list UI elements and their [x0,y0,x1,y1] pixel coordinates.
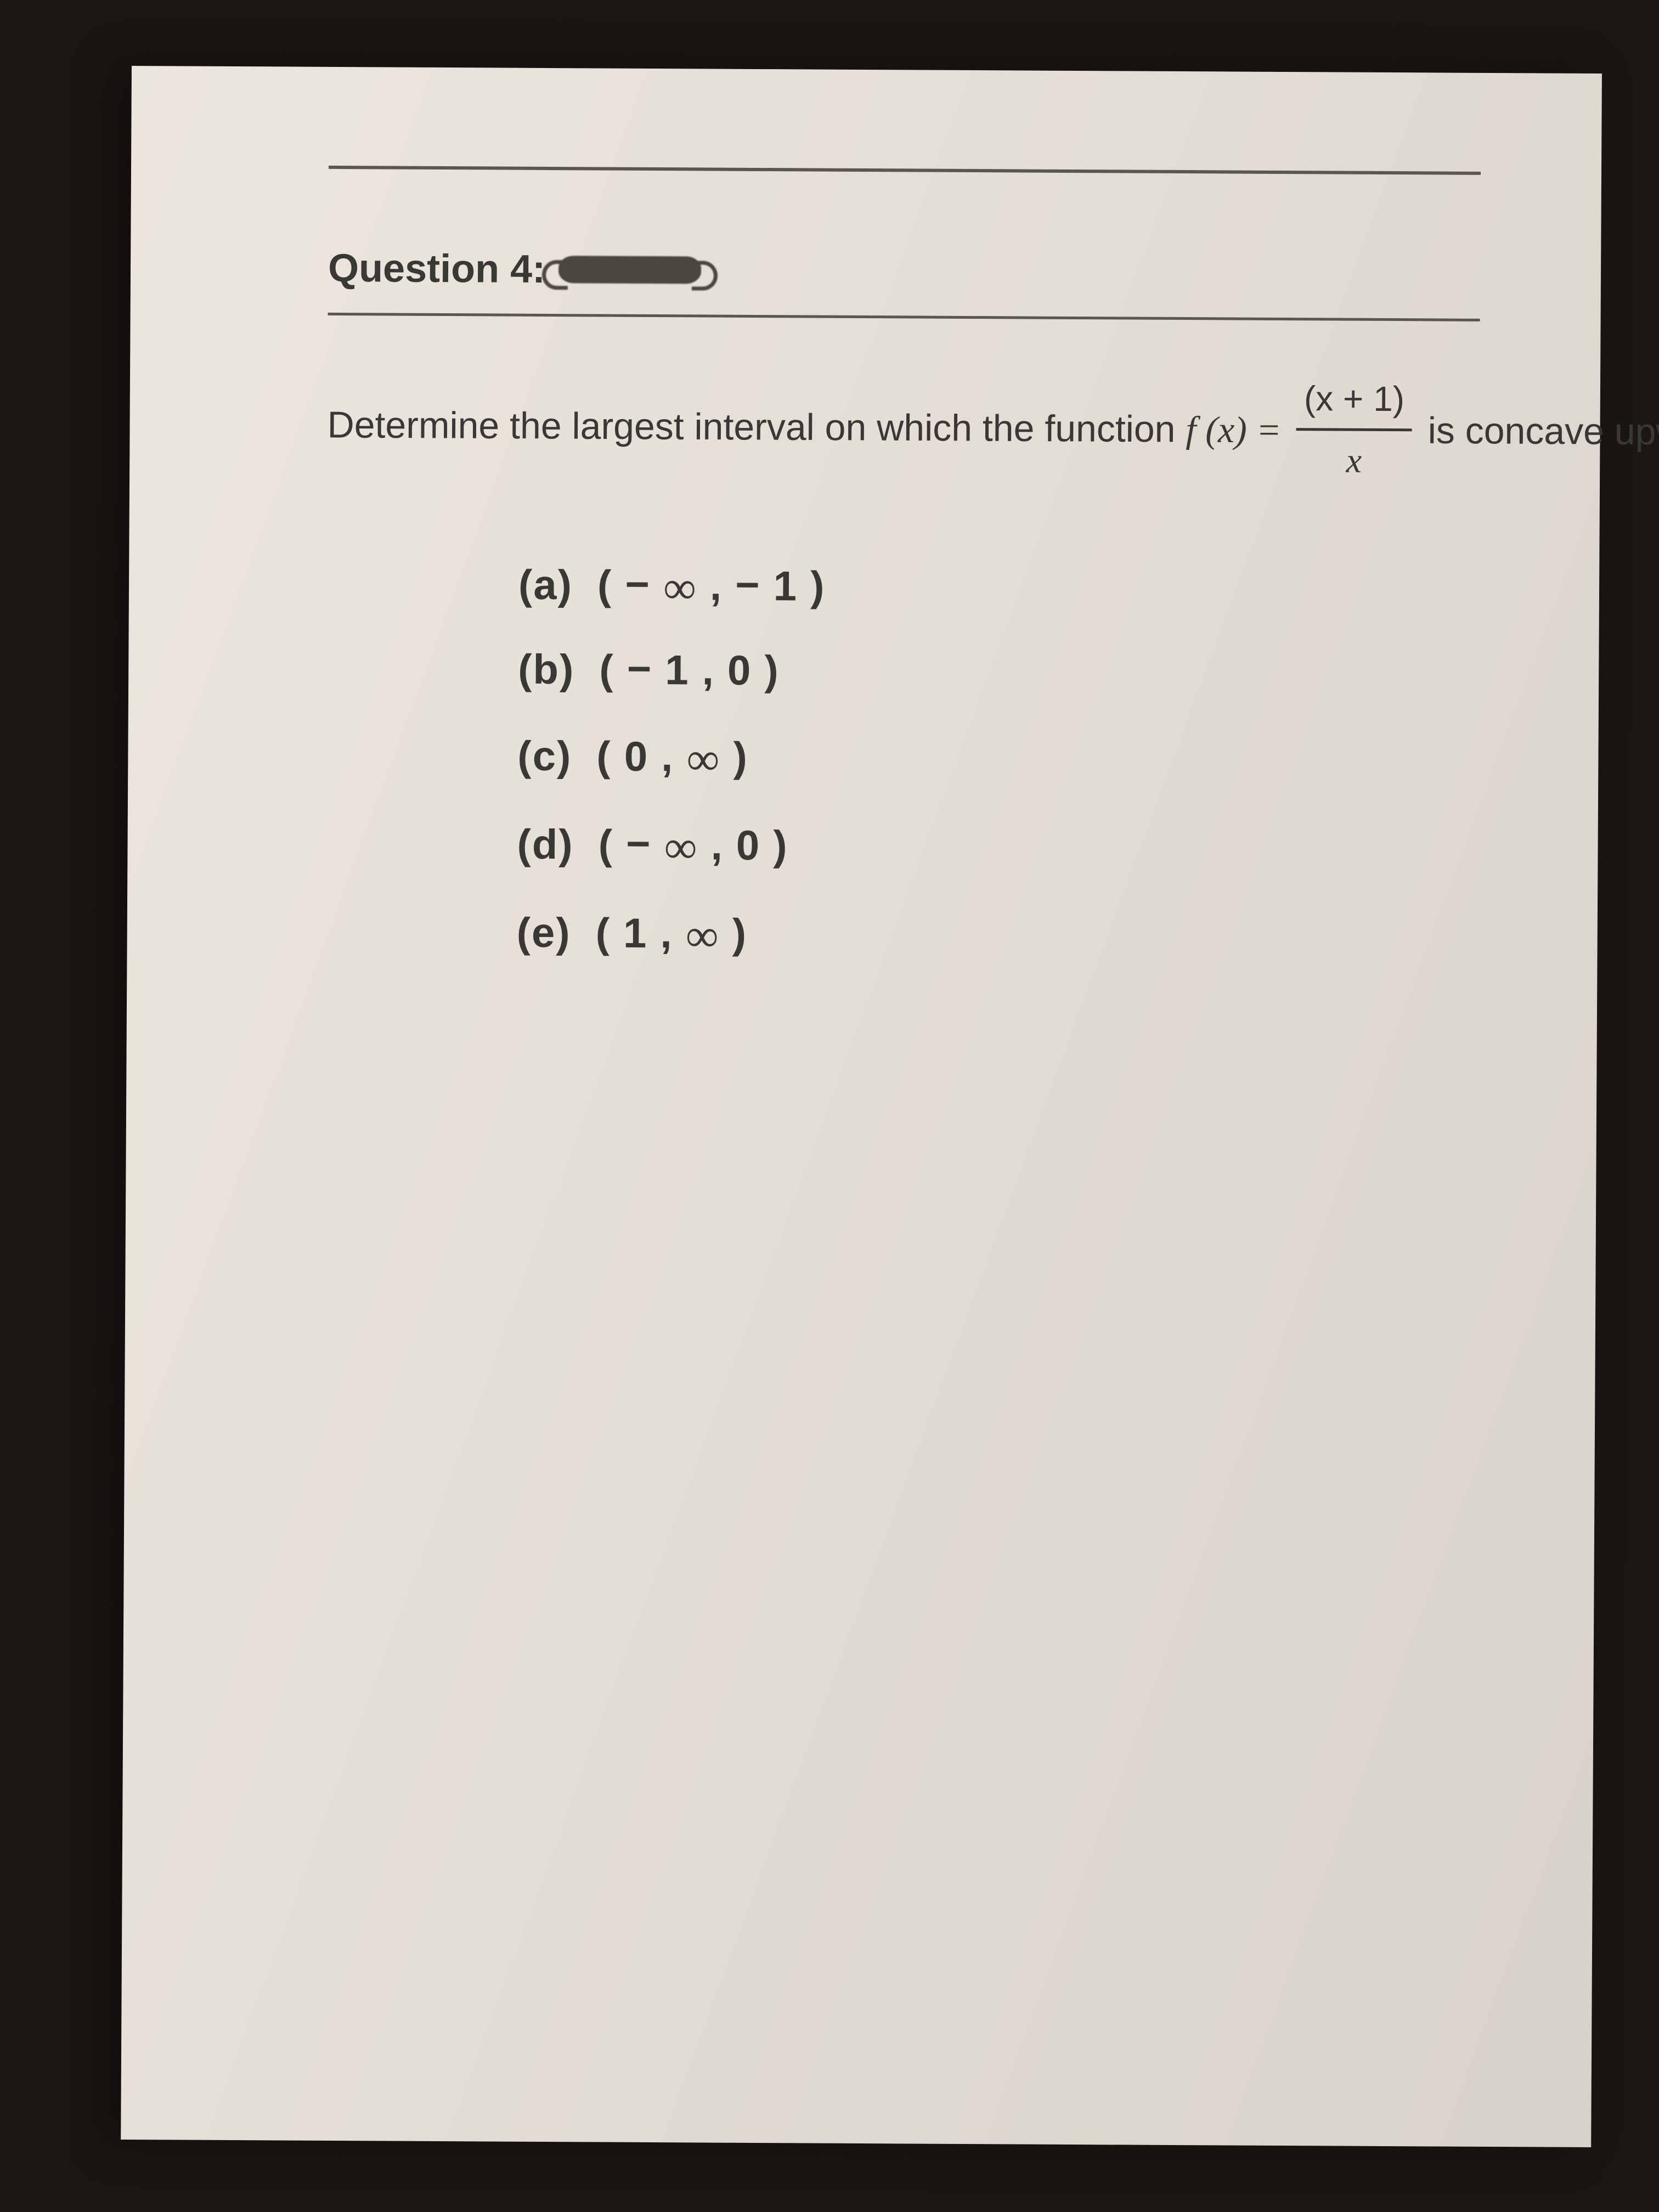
page-content: Question 4: Determine the largest interv… [127,66,1602,964]
choice-c: (c) ( 0 , ∞ ) [517,729,1477,787]
choice-label: (c) [517,733,572,780]
fraction-denominator: x [1296,431,1412,487]
choice-interval: ( − ∞ , − 1 ) [597,562,826,610]
question-prompt: Determine the largest interval on which … [327,370,1480,491]
question-heading: Question 4: [328,246,1480,297]
choice-a: (a) ( − ∞ , − 1 ) [518,557,1479,616]
choice-interval: ( 0 , ∞ ) [596,733,748,780]
choice-e: (e) ( 1 , ∞ ) [516,905,1476,963]
paper-sheet: Question 4: Determine the largest interv… [121,66,1602,2147]
fraction-numerator: (x + 1) [1296,372,1413,431]
rule-top [329,166,1481,175]
function-lhs: f (x) = [1186,409,1291,451]
choice-label: (b) [518,646,574,693]
rule-mid [328,313,1480,321]
prompt-text-before: Determine the largest interval on which … [327,404,1186,450]
fraction: (x + 1) x [1296,372,1412,487]
choice-label: (e) [517,910,571,957]
choice-interval: ( − 1 , 0 ) [599,646,780,694]
question-number: Question 4: [328,246,545,292]
choice-label: (d) [517,821,573,868]
choice-b: (b) ( − 1 , 0 ) [518,646,1478,698]
prompt-text-after: is concave upward. [1428,410,1659,453]
choice-d: (d) ( − ∞ , 0 ) [517,817,1477,875]
redaction-smudge [558,256,701,284]
choice-interval: ( − ∞ , 0 ) [599,821,788,869]
choice-label: (a) [518,562,573,609]
answer-choices: (a) ( − ∞ , − 1 ) (b) ( − 1 , 0 ) (c) ( … [516,557,1479,963]
choice-interval: ( 1 , ∞ ) [596,910,748,957]
